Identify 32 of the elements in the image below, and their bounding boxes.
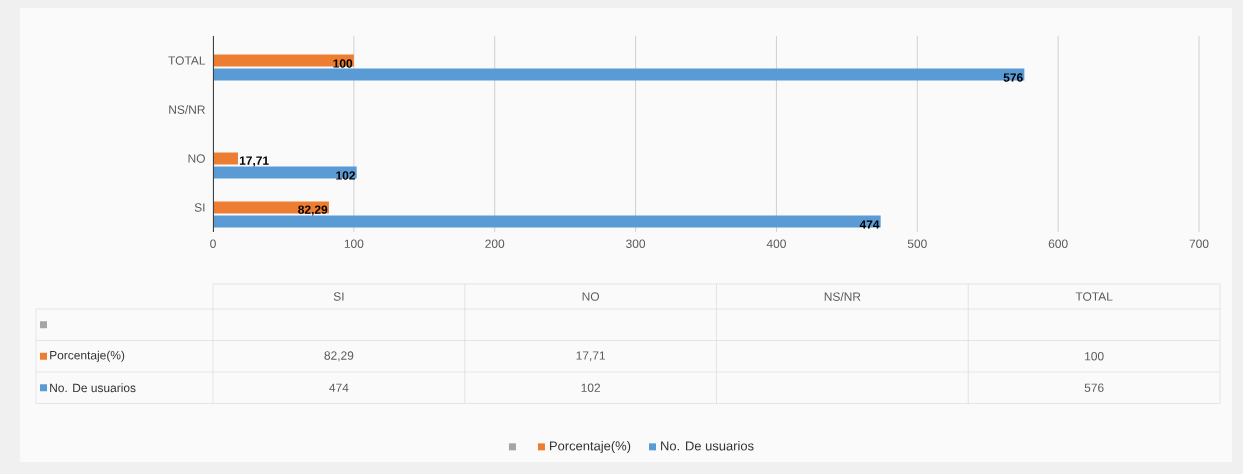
- data-label: 82,29: [298, 205, 328, 216]
- legend-label: Porcentaje(%): [50, 350, 125, 362]
- category-label: TOTAL: [1075, 292, 1113, 301]
- text: 576: [1084, 383, 1104, 392]
- x-tick-label: 200: [485, 239, 505, 248]
- x-tick-label: 400: [766, 239, 786, 248]
- text: 17,71: [576, 351, 605, 362]
- text: 474: [329, 383, 349, 392]
- category-label: SI: [333, 292, 344, 301]
- x-tick-label: 500: [907, 239, 927, 248]
- text: 102: [581, 383, 600, 392]
- y-tick-label: NO: [188, 154, 205, 163]
- data-label: 576: [1003, 73, 1023, 82]
- x-tick-label: 600: [1048, 239, 1068, 248]
- x-tick-label: 700: [1189, 239, 1209, 248]
- text: No. De usuarios: [661, 440, 754, 451]
- y-tick-label: NS/NR: [169, 105, 205, 114]
- data-label: 102: [336, 171, 355, 180]
- x-tick-label: 0: [210, 239, 216, 248]
- category-label: NO: [582, 292, 600, 301]
- text: 100: [1085, 352, 1104, 361]
- legend-label: No. De usuarios: [50, 383, 136, 393]
- y-tick-label: TOTAL: [168, 56, 206, 65]
- data-label: 100: [333, 59, 353, 68]
- y-tick-label: SI: [194, 203, 205, 212]
- x-tick-label: 300: [626, 239, 646, 248]
- data-label: 17,71: [239, 156, 269, 167]
- x-tick-label: 100: [344, 239, 364, 248]
- data-label: 474: [859, 220, 880, 229]
- category-label: NS/NR: [824, 292, 861, 301]
- text: Porcentaje(%): [550, 440, 631, 454]
- text: 82,29: [324, 351, 354, 362]
